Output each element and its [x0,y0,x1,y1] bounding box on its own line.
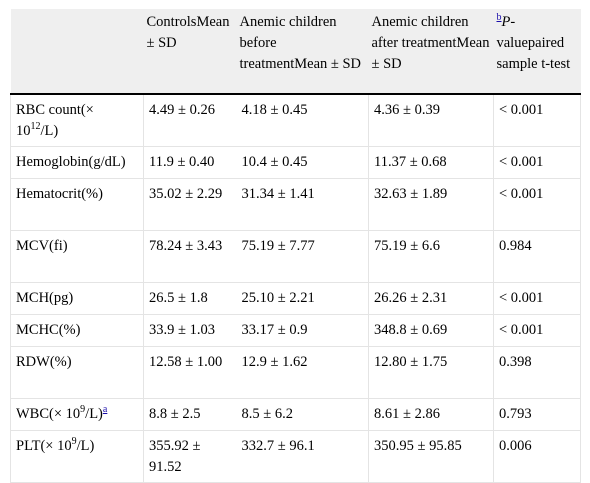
cell-after: 8.61 ± 2.86 [368,398,494,431]
table-row: WBC(× 109/L)a 8.8 ± 2.5 8.5 ± 6.2 8.61 ±… [10,398,581,431]
table-row: Hematocrit(%) 35.02 ± 2.29 31.34 ± 1.41 … [10,178,581,231]
cell-after: 12.80 ± 1.75 [368,346,494,399]
cell-parameter: MCHC(%) [10,314,144,347]
cell-after: 32.63 ± 1.89 [368,178,494,231]
table-row: RBC count(× 1012/L) 4.49 ± 0.26 4.18 ± 0… [10,94,581,147]
hematology-comparison-table: ControlsMean ± SD Anemic children before… [10,9,581,483]
cell-after: 350.95 ± 95.85 [368,430,494,483]
cell-parameter: MCV(fi) [10,230,144,283]
cell-parameter: PLT(× 109/L) [10,430,144,483]
cell-p: < 0.001 [493,146,581,179]
cell-controls: 4.49 ± 0.26 [143,94,237,147]
cell-parameter: RDW(%) [10,346,144,399]
hematology-table-container: ControlsMean ± SD Anemic children before… [10,9,581,483]
cell-controls: 11.9 ± 0.40 [143,146,237,179]
cell-p: < 0.001 [493,94,581,147]
cell-controls: 355.92 ± 91.52 [143,430,237,483]
cell-p: 0.793 [493,398,581,431]
cell-before: 8.5 ± 6.2 [236,398,369,431]
cell-before: 10.4 ± 0.45 [236,146,369,179]
cell-controls: 8.8 ± 2.5 [143,398,237,431]
header-before-treatment: Anemic children before treatmentMean ± S… [236,9,369,95]
cell-controls: 33.9 ± 1.03 [143,314,237,347]
cell-p: 0.984 [493,230,581,283]
table-row: RDW(%) 12.58 ± 1.00 12.9 ± 1.62 12.80 ± … [10,346,581,399]
table-body: RBC count(× 1012/L) 4.49 ± 0.26 4.18 ± 0… [10,94,581,483]
table-row: PLT(× 109/L) 355.92 ± 91.52 332.7 ± 96.1… [10,430,581,483]
cell-p: < 0.001 [493,282,581,315]
cell-before: 332.7 ± 96.1 [236,430,369,483]
footnote-a-link[interactable]: a [102,404,108,416]
cell-before: 25.10 ± 2.21 [236,282,369,315]
cell-parameter: MCH(pg) [10,282,144,315]
header-row: ControlsMean ± SD Anemic children before… [10,9,581,95]
header-parameter [10,9,144,95]
cell-controls: 12.58 ± 1.00 [143,346,237,399]
cell-before: 4.18 ± 0.45 [236,94,369,147]
cell-controls: 26.5 ± 1.8 [143,282,237,315]
table-row: MCH(pg) 26.5 ± 1.8 25.10 ± 2.21 26.26 ± … [10,282,581,315]
cell-p: 0.398 [493,346,581,399]
cell-after: 348.8 ± 0.69 [368,314,494,347]
cell-after: 4.36 ± 0.39 [368,94,494,147]
table-row: MCHC(%) 33.9 ± 1.03 33.17 ± 0.9 348.8 ± … [10,314,581,347]
cell-controls: 78.24 ± 3.43 [143,230,237,283]
cell-p: < 0.001 [493,178,581,231]
cell-parameter: WBC(× 109/L)a [10,398,144,431]
header-controls: ControlsMean ± SD [143,9,237,95]
header-after-treatment: Anemic children after treatmentMean ± SD [368,9,494,95]
header-p-value-label: -valuepaired sample t-test [496,14,571,72]
cell-before: 12.9 ± 1.62 [236,346,369,399]
cell-after: 11.37 ± 0.68 [368,146,494,179]
cell-parameter: Hematocrit(%) [10,178,144,231]
cell-before: 75.19 ± 7.77 [236,230,369,283]
table-row: MCV(fi) 78.24 ± 3.43 75.19 ± 7.77 75.19 … [10,230,581,283]
header-p-value: bP-valuepaired sample t-test [493,9,581,95]
table-header: ControlsMean ± SD Anemic children before… [10,9,581,95]
cell-p: 0.006 [493,430,581,483]
cell-parameter: Hemoglobin(g/dL) [10,146,144,179]
cell-before: 31.34 ± 1.41 [236,178,369,231]
table-row: Hemoglobin(g/dL) 11.9 ± 0.40 10.4 ± 0.45… [10,146,581,179]
footnote-b-link[interactable]: b [496,12,502,24]
cell-after: 75.19 ± 6.6 [368,230,494,283]
cell-controls: 35.02 ± 2.29 [143,178,237,231]
cell-after: 26.26 ± 2.31 [368,282,494,315]
header-p-letter: P [501,14,511,30]
cell-parameter: RBC count(× 1012/L) [10,94,144,147]
cell-before: 33.17 ± 0.9 [236,314,369,347]
cell-p: < 0.001 [493,314,581,347]
